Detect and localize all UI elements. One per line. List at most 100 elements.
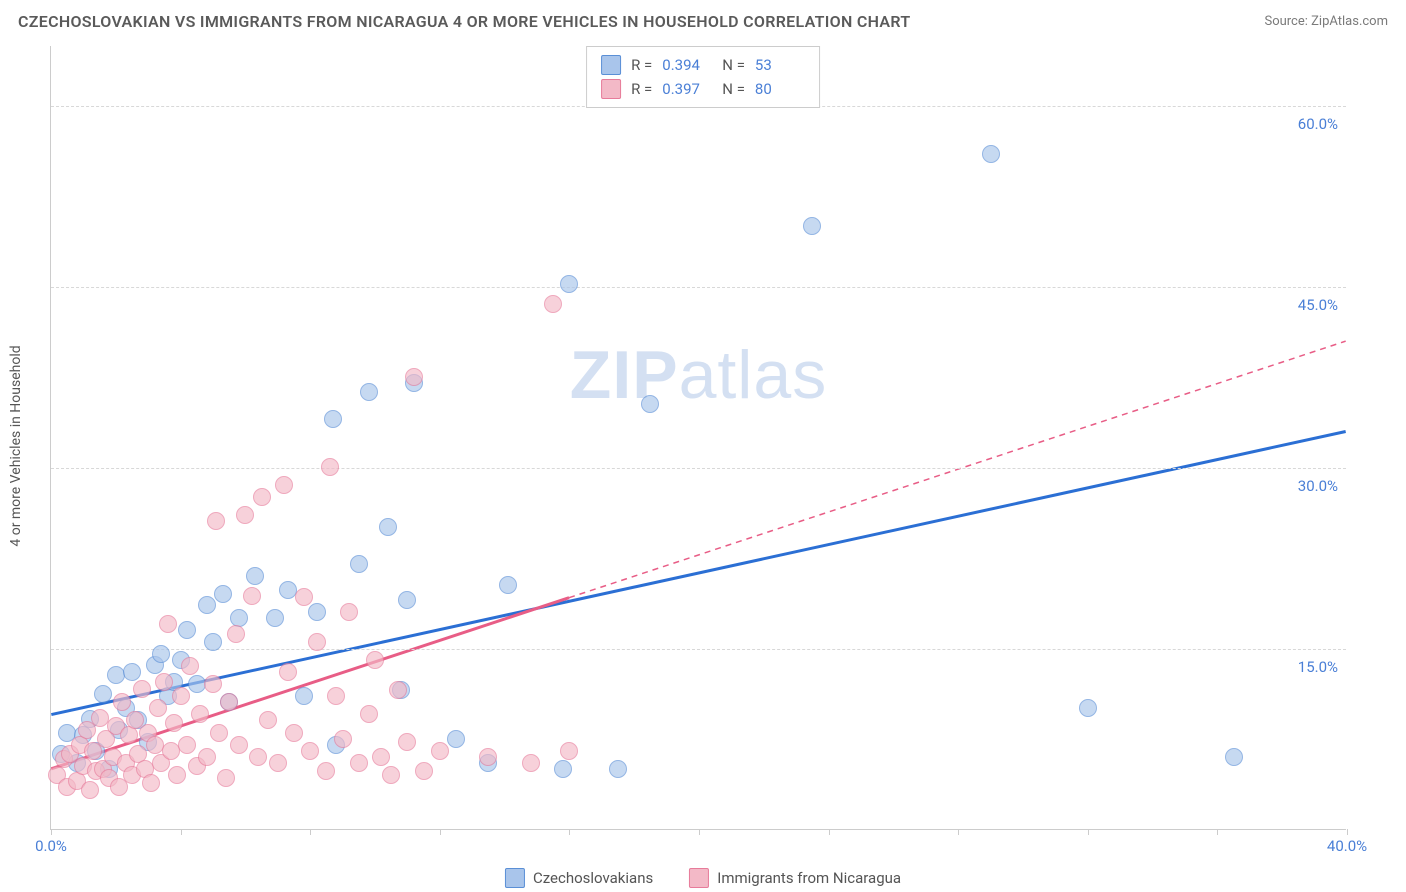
y-tick-label: 45.0% <box>1298 296 1338 314</box>
scatter-point <box>178 736 196 754</box>
scatter-point <box>398 733 416 751</box>
scatter-point <box>609 760 627 778</box>
bottom-legend: Czechoslovakians Immigrants from Nicarag… <box>505 868 901 888</box>
x-tick <box>699 829 700 835</box>
plot-area: ZIPatlas 15.0%30.0%45.0%60.0%0.0%40.0% <box>50 46 1346 830</box>
scatter-point <box>327 687 345 705</box>
stats-row-2: R = 0.397 N = 80 <box>601 77 805 101</box>
scatter-point <box>641 395 659 413</box>
stats-legend-box: R = 0.394 N = 53 R = 0.397 N = 80 <box>586 46 820 108</box>
scatter-point <box>308 603 326 621</box>
legend-label-1: Czechoslovakians <box>533 869 653 887</box>
source-label: Source: ZipAtlas.com <box>1264 14 1388 29</box>
r-value-1: 0.394 <box>662 53 712 77</box>
x-tick <box>958 829 959 835</box>
scatter-point <box>324 410 342 428</box>
scatter-point <box>204 633 222 651</box>
scatter-point <box>431 742 449 760</box>
gridline <box>51 287 1346 288</box>
scatter-point <box>372 748 390 766</box>
x-tick <box>51 829 52 835</box>
scatter-point <box>210 724 228 742</box>
scatter-point <box>350 754 368 772</box>
scatter-point <box>360 383 378 401</box>
y-axis-title: 4 or more Vehicles in Household <box>8 345 24 546</box>
scatter-point <box>152 645 170 663</box>
scatter-point <box>168 766 186 784</box>
r-label-1: R = <box>631 53 652 77</box>
scatter-point <box>198 748 216 766</box>
y-tick-label: 30.0% <box>1298 477 1338 495</box>
n-value-2: 80 <box>755 77 805 101</box>
scatter-point <box>249 748 267 766</box>
chart-title: CZECHOSLOVAKIAN VS IMMIGRANTS FROM NICAR… <box>18 12 910 31</box>
y-tick-label: 15.0% <box>1298 658 1338 676</box>
scatter-point <box>389 681 407 699</box>
n-label-1: N = <box>722 53 745 77</box>
x-tick-label: 40.0% <box>1327 837 1367 855</box>
scatter-point <box>113 693 131 711</box>
scatter-point <box>165 714 183 732</box>
scatter-point <box>295 588 313 606</box>
scatter-point <box>191 705 209 723</box>
legend-swatch-1 <box>505 868 525 888</box>
scatter-point <box>133 680 151 698</box>
x-tick <box>440 829 441 835</box>
scatter-point <box>198 596 216 614</box>
scatter-point <box>447 730 465 748</box>
scatter-point <box>982 145 1000 163</box>
y-tick-label: 60.0% <box>1298 115 1338 133</box>
trend-lines-svg <box>51 46 1346 829</box>
scatter-point <box>317 762 335 780</box>
x-tick <box>1088 829 1089 835</box>
scatter-point <box>499 576 517 594</box>
swatch-series-1 <box>601 55 621 75</box>
scatter-point <box>803 217 821 235</box>
swatch-series-2 <box>601 79 621 99</box>
scatter-point <box>340 603 358 621</box>
trend-line-dashed <box>569 341 1346 598</box>
scatter-point <box>560 275 578 293</box>
stats-row-1: R = 0.394 N = 53 <box>601 53 805 77</box>
scatter-point <box>159 615 177 633</box>
x-tick <box>310 829 311 835</box>
watermark: ZIPatlas <box>570 336 827 414</box>
scatter-point <box>269 754 287 772</box>
scatter-point <box>382 766 400 784</box>
scatter-point <box>360 705 378 723</box>
scatter-point <box>366 651 384 669</box>
scatter-point <box>321 458 339 476</box>
scatter-point <box>259 711 277 729</box>
scatter-point <box>379 518 397 536</box>
watermark-bold: ZIP <box>570 337 679 413</box>
scatter-point <box>522 754 540 772</box>
scatter-point <box>275 476 293 494</box>
scatter-point <box>295 687 313 705</box>
title-bar: CZECHOSLOVAKIAN VS IMMIGRANTS FROM NICAR… <box>18 12 1388 31</box>
x-tick <box>829 829 830 835</box>
scatter-point <box>81 781 99 799</box>
scatter-point <box>253 488 271 506</box>
x-tick <box>1217 829 1218 835</box>
scatter-point <box>301 742 319 760</box>
chart-container: CZECHOSLOVAKIAN VS IMMIGRANTS FROM NICAR… <box>0 0 1406 892</box>
scatter-point <box>142 774 160 792</box>
legend-swatch-2 <box>689 868 709 888</box>
scatter-point <box>220 693 238 711</box>
gridline <box>51 649 1346 650</box>
scatter-point <box>155 673 173 691</box>
scatter-point <box>560 742 578 760</box>
scatter-point <box>246 567 264 585</box>
scatter-point <box>123 663 141 681</box>
r-value-2: 0.397 <box>662 77 712 101</box>
x-tick-label: 0.0% <box>35 837 67 855</box>
scatter-point <box>308 633 326 651</box>
scatter-point <box>350 555 368 573</box>
x-tick <box>1347 829 1348 835</box>
scatter-point <box>181 657 199 675</box>
r-label-2: R = <box>631 77 652 101</box>
n-label-2: N = <box>722 77 745 101</box>
scatter-point <box>236 506 254 524</box>
scatter-point <box>107 666 125 684</box>
scatter-point <box>266 609 284 627</box>
